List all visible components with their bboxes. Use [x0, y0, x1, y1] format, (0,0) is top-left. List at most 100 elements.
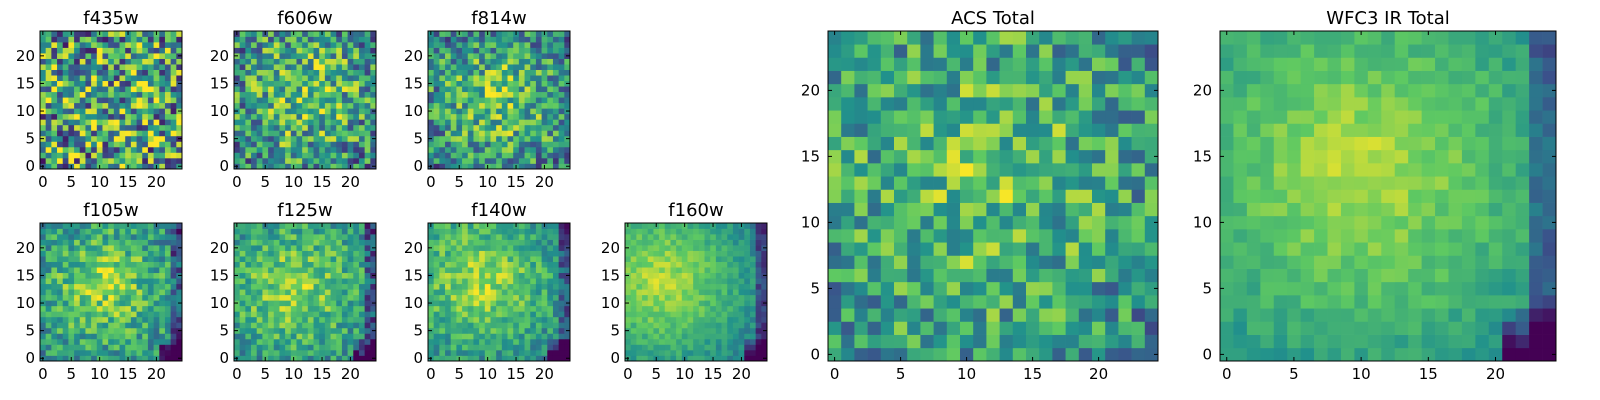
heatmap-cell: [738, 349, 745, 356]
heatmap-cell: [353, 64, 360, 70]
heatmap-cell: [428, 91, 435, 98]
heatmap-cell: [234, 234, 241, 240]
heatmap-cell: [130, 316, 137, 323]
heatmap-cell: [433, 31, 440, 37]
heatmap-cell: [68, 86, 75, 93]
heatmap-cell: [490, 64, 497, 70]
heatmap-cell: [973, 215, 987, 230]
heatmap-cell: [636, 223, 643, 229]
heatmap-cell: [450, 119, 457, 126]
heatmap-cell: [450, 91, 457, 98]
heatmap-cell: [347, 102, 354, 109]
heatmap-cell: [324, 108, 331, 115]
heatmap-cell: [262, 53, 269, 59]
heatmap-cell: [907, 229, 921, 243]
heatmap-cell: [341, 344, 348, 351]
heatmap-cell: [68, 311, 75, 318]
heatmap-cell: [176, 267, 183, 274]
heatmap-cell: [479, 119, 486, 126]
heatmap-cell: [125, 239, 132, 246]
heatmap-cell: [664, 349, 671, 356]
heatmap-cell: [62, 322, 69, 329]
heatmap-cell: [142, 102, 149, 109]
heatmap-cell: [273, 349, 280, 356]
heatmap-cell: [647, 316, 654, 323]
heatmap-cell: [530, 157, 537, 164]
heatmap-cell: [727, 267, 734, 274]
heatmap-cell: [445, 102, 452, 109]
heatmap-cell: [467, 338, 474, 345]
x-tick-label: 15: [118, 365, 137, 383]
heatmap-cell: [530, 42, 537, 48]
heatmap-cell: [744, 311, 751, 318]
heatmap-cell: [535, 261, 542, 268]
heatmap-cell: [256, 58, 263, 65]
heatmap-cell: [57, 267, 64, 274]
heatmap-cell: [564, 42, 571, 48]
heatmap-cell: [74, 130, 81, 137]
heatmap-cell: [45, 283, 52, 290]
heatmap-cell: [507, 234, 514, 240]
heatmap-cell: [341, 333, 348, 340]
heatmap-cell: [828, 268, 842, 283]
heatmap-cell: [45, 267, 52, 274]
heatmap-cell: [484, 80, 491, 87]
heatmap-cell: [507, 289, 514, 296]
heatmap-cell: [653, 283, 660, 290]
heatmap-cell: [693, 316, 700, 323]
heatmap-cell: [313, 80, 320, 87]
heatmap-cell: [755, 228, 762, 235]
heatmap-cell: [302, 305, 309, 312]
heatmap-cell: [347, 157, 354, 164]
heatmap-cell: [433, 289, 440, 296]
heatmap-cell: [496, 75, 503, 82]
heatmap-cell: [136, 124, 143, 131]
heatmap-cell: [125, 349, 132, 356]
heatmap-cell: [946, 268, 961, 283]
heatmap-cell: [676, 223, 683, 229]
heatmap-cell: [68, 152, 75, 159]
heatmap-cell: [445, 36, 452, 43]
y-tick-label: 20: [210, 47, 229, 65]
x-tick-label: 0: [232, 173, 242, 191]
heatmap-cell: [268, 311, 275, 318]
heatmap-cell: [727, 311, 734, 318]
heatmap-cell: [268, 53, 275, 59]
heatmap-cell: [484, 239, 491, 246]
heatmap-cell: [524, 146, 531, 153]
heatmap-cell: [40, 58, 47, 65]
heatmap-cell: [125, 124, 132, 131]
heatmap-cell: [467, 267, 474, 274]
heatmap-cell: [256, 130, 263, 137]
heatmap-cell: [439, 152, 446, 159]
heatmap-cell: [732, 239, 739, 246]
heatmap-cell: [153, 36, 160, 43]
heatmap-cell: [256, 53, 263, 59]
heatmap-cell: [659, 289, 666, 296]
heatmap-cell: [279, 75, 286, 82]
heatmap-cell: [670, 250, 677, 257]
heatmap-cell: [176, 349, 183, 356]
heatmap-cell: [456, 152, 463, 159]
heatmap-cell: [1026, 308, 1040, 322]
heatmap-cell: [113, 141, 120, 148]
heatmap-cell: [676, 278, 683, 285]
heatmap-cell: [74, 124, 81, 131]
heatmap-cell: [319, 267, 326, 274]
heatmap-cell: [153, 261, 160, 268]
heatmap-cell: [973, 334, 987, 349]
heatmap-cell: [535, 300, 542, 307]
heatmap-cell: [1131, 229, 1146, 243]
heatmap-cell: [125, 69, 132, 76]
heatmap-cell: [279, 294, 286, 301]
heatmap-cell: [552, 256, 559, 262]
heatmap-cell: [479, 163, 486, 170]
heatmap-cell: [535, 152, 542, 159]
heatmap-cell: [439, 157, 446, 164]
heatmap-cell: [518, 316, 525, 323]
heatmap-cell: [445, 53, 452, 59]
heatmap-cell: [256, 289, 263, 296]
heatmap-cell: [552, 278, 559, 285]
heatmap-cell: [642, 245, 649, 251]
